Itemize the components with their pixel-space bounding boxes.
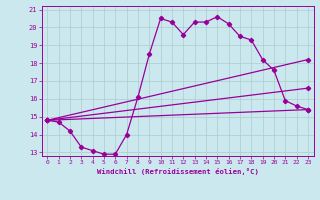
X-axis label: Windchill (Refroidissement éolien,°C): Windchill (Refroidissement éolien,°C) [97,168,259,175]
